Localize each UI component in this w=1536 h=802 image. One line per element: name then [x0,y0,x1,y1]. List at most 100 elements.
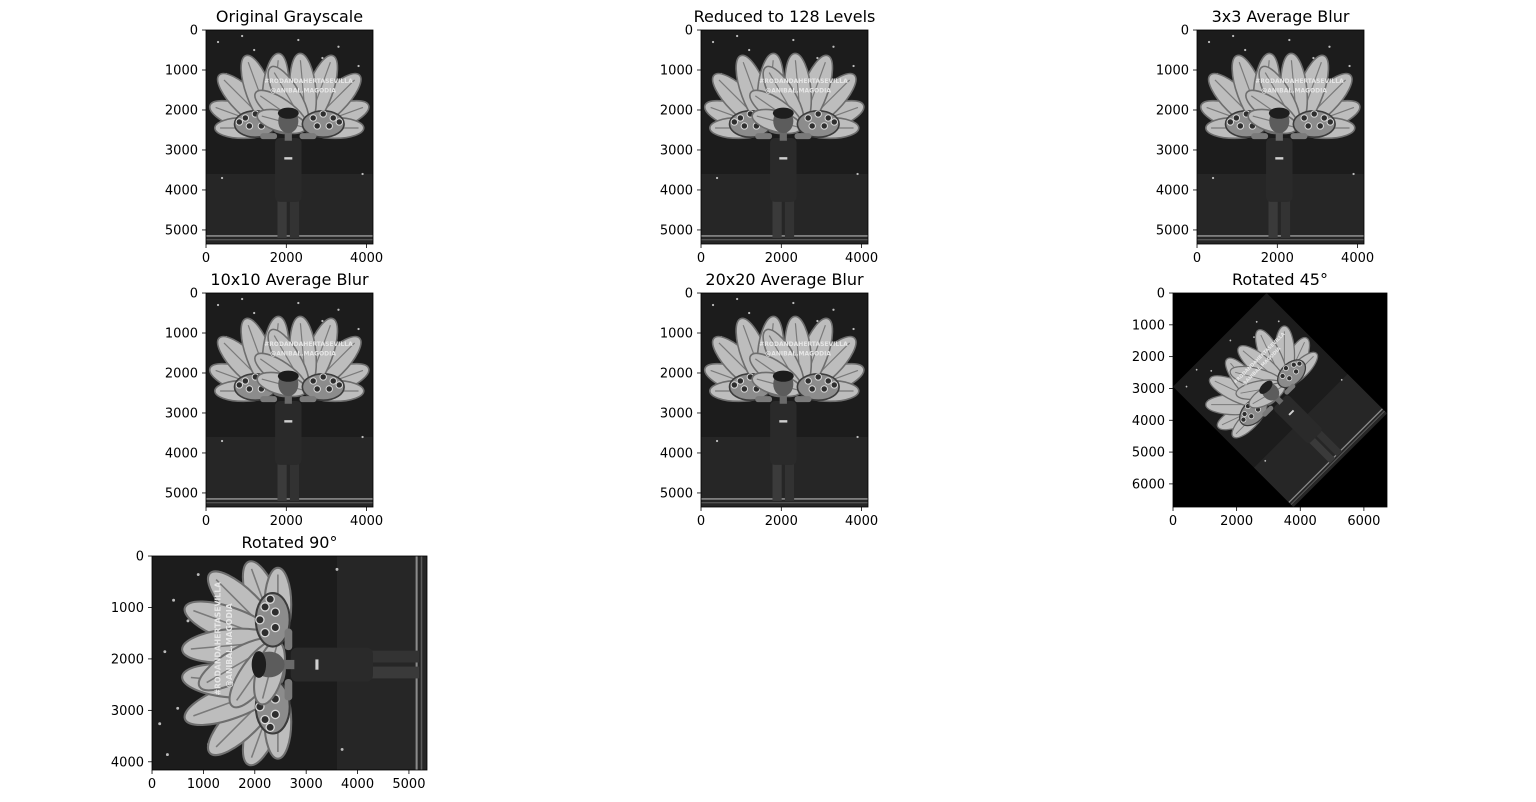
subplot-title: 20x20 Average Blur [705,270,864,289]
y-tick-label: 1000 [660,327,693,342]
svg-text:@ANIBAL.MAGODIA: @ANIBAL.MAGODIA [1261,87,1327,94]
y-tick-label: 4000 [165,183,198,198]
y-tick-label: 3000 [111,704,144,719]
image-2: #RODANDAHERTASEVILLA @ANIBAL.MAGODIA [701,30,868,244]
svg-text:@ANIBAL.MAGODIA: @ANIBAL.MAGODIA [270,87,336,94]
y-tick-label: 1000 [660,64,693,79]
y-tick-label: 0 [685,287,693,302]
svg-text:@ANIBAL.MAGODIA: @ANIBAL.MAGODIA [225,603,234,687]
y-tick-label: 5000 [165,486,198,501]
svg-text:@ANIBAL.MAGODIA: @ANIBAL.MAGODIA [270,350,336,357]
y-tick-label: 2000 [660,103,693,118]
subplot-title: 10x10 Average Blur [210,270,369,289]
axes-frame [1172,292,1388,508]
x-tick-label: 4000 [350,514,383,529]
x-tick-label: 6000 [1347,514,1380,529]
x-tick-label: 0 [1169,514,1177,529]
svg-text:#RODANDAHERTASEVILLA: #RODANDAHERTASEVILLA [759,341,848,348]
y-tick-label: 5000 [165,223,198,238]
image-7: #RODANDAHERTASEVILLA @ANIBAL.MAGODIA [152,556,427,770]
subplot-1: #RODANDAHERTASEVILLA @ANIBAL.MAGODIA Origi… [165,7,383,266]
x-tick-label: 0 [202,251,210,266]
y-tick-label: 0 [136,550,144,565]
x-tick-label: 4000 [341,777,374,792]
axes-frame [700,292,869,508]
y-tick-label: 1000 [165,64,198,79]
x-tick-label: 0 [1193,251,1201,266]
y-tick-label: 4000 [111,755,144,770]
y-tick-label: 1000 [165,327,198,342]
subplot-title: Original Grayscale [216,7,363,26]
y-tick-label: 2000 [660,366,693,381]
subplot-title: Reduced to 128 Levels [694,7,876,26]
x-tick-label: 4000 [845,251,878,266]
y-tick-label: 6000 [1132,477,1165,492]
y-tick-label: 0 [1181,24,1189,39]
y-tick-label: 3000 [165,143,198,158]
y-tick-label: 1000 [1132,318,1165,333]
x-tick-label: 5000 [392,777,425,792]
y-tick-label: 3000 [1156,143,1189,158]
y-tick-label: 5000 [1132,446,1165,461]
x-tick-label: 2000 [765,514,798,529]
svg-text:#RODANDAHERTASEVILLA: #RODANDAHERTASEVILLA [264,78,353,85]
axes-frame [151,555,428,771]
y-tick-label: 3000 [1132,382,1165,397]
y-tick-label: 4000 [660,446,693,461]
svg-text:#RODANDAHERTASEVILLA: #RODANDAHERTASEVILLA [1255,78,1344,85]
subplot-7: #RODANDAHERTASEVILLA @ANIBAL.MAGODIA Rotat… [111,533,428,792]
y-tick-label: 0 [1157,287,1165,302]
subplot-6: #RODANDAHERTASEVILLA@ANIBAL.MAGODIA Rotat… [1132,270,1388,529]
x-tick-label: 2000 [270,251,303,266]
x-tick-label: 2000 [1261,251,1294,266]
image-1: #RODANDAHERTASEVILLA @ANIBAL.MAGODIA [206,30,373,244]
y-tick-label: 2000 [111,652,144,667]
y-tick-label: 2000 [1156,103,1189,118]
x-tick-label: 2000 [270,514,303,529]
subplot-2: #RODANDAHERTASEVILLA @ANIBAL.MAGODIA Reduc… [660,7,878,266]
subplot-title: Rotated 45° [1232,270,1328,289]
x-tick-label: 2000 [238,777,271,792]
x-tick-label: 0 [697,514,705,529]
subplot-4: #RODANDAHERTASEVILLA @ANIBAL.MAGODIA 10x10… [165,270,383,529]
svg-text:@ANIBAL.MAGODIA: @ANIBAL.MAGODIA [765,87,831,94]
svg-text:#RODANDAHERTASEVILLA: #RODANDAHERTASEVILLA [213,582,222,696]
x-tick-label: 4000 [350,251,383,266]
y-tick-label: 3000 [660,143,693,158]
y-tick-label: 2000 [165,366,198,381]
image-5: #RODANDAHERTASEVILLA @ANIBAL.MAGODIA [701,293,868,507]
x-tick-label: 1000 [187,777,220,792]
x-tick-label: 0 [148,777,156,792]
y-tick-label: 0 [190,287,198,302]
x-tick-label: 2000 [765,251,798,266]
axes-frame [700,29,869,245]
axes-frame [205,292,374,508]
x-tick-label: 4000 [845,514,878,529]
y-tick-label: 3000 [660,406,693,421]
image-4: #RODANDAHERTASEVILLA @ANIBAL.MAGODIA [206,293,373,507]
y-tick-label: 4000 [660,183,693,198]
x-tick-label: 0 [697,251,705,266]
y-tick-label: 0 [190,24,198,39]
y-tick-label: 1000 [1156,64,1189,79]
y-tick-label: 5000 [1156,223,1189,238]
subplot-5: #RODANDAHERTASEVILLA @ANIBAL.MAGODIA 20x20… [660,270,878,529]
y-tick-label: 1000 [111,601,144,616]
y-tick-label: 2000 [1132,350,1165,365]
x-tick-label: 3000 [290,777,323,792]
subplot-3: #RODANDAHERTASEVILLA @ANIBAL.MAGODIA 3x3 A… [1156,7,1374,266]
svg-text:@ANIBAL.MAGODIA: @ANIBAL.MAGODIA [765,350,831,357]
x-tick-label: 0 [202,514,210,529]
y-tick-label: 4000 [1156,183,1189,198]
y-tick-label: 3000 [165,406,198,421]
subplot-title: 3x3 Average Blur [1212,7,1350,26]
axes-frame [205,29,374,245]
svg-text:#RODANDAHERTASEVILLA: #RODANDAHERTASEVILLA [264,341,353,348]
y-tick-label: 4000 [165,446,198,461]
x-tick-label: 4000 [1341,251,1374,266]
y-tick-label: 5000 [660,223,693,238]
image-3: #RODANDAHERTASEVILLA @ANIBAL.MAGODIA [1197,30,1364,244]
y-tick-label: 2000 [165,103,198,118]
image-6: #RODANDAHERTASEVILLA@ANIBAL.MAGODIA [1173,293,1387,507]
